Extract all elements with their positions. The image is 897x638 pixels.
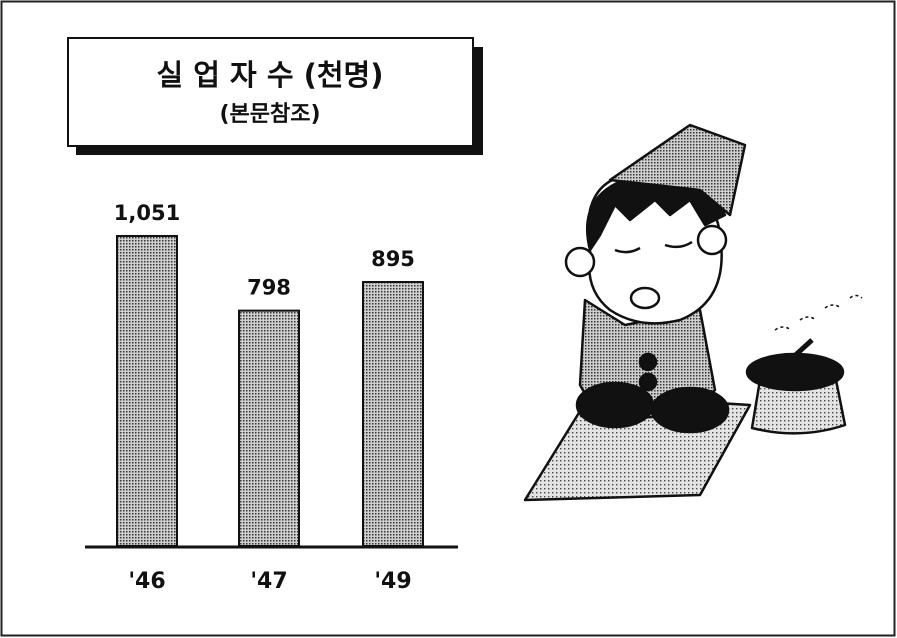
x-tick-label: '49 (374, 569, 411, 594)
illustration (523, 123, 863, 502)
title-box (67, 37, 474, 147)
bar (116, 235, 178, 547)
x-tick-label: '46 (128, 569, 165, 594)
bar (238, 309, 300, 548)
value-label: 1,051 (114, 201, 180, 225)
chart-title: 실 업 자 수 (천명) (157, 58, 384, 92)
x-tick-label: '47 (250, 569, 287, 594)
value-label: 895 (371, 247, 415, 271)
chart-subtitle: (본문참조) (219, 102, 320, 127)
bar (362, 281, 424, 547)
value-label: 798 (247, 276, 291, 300)
